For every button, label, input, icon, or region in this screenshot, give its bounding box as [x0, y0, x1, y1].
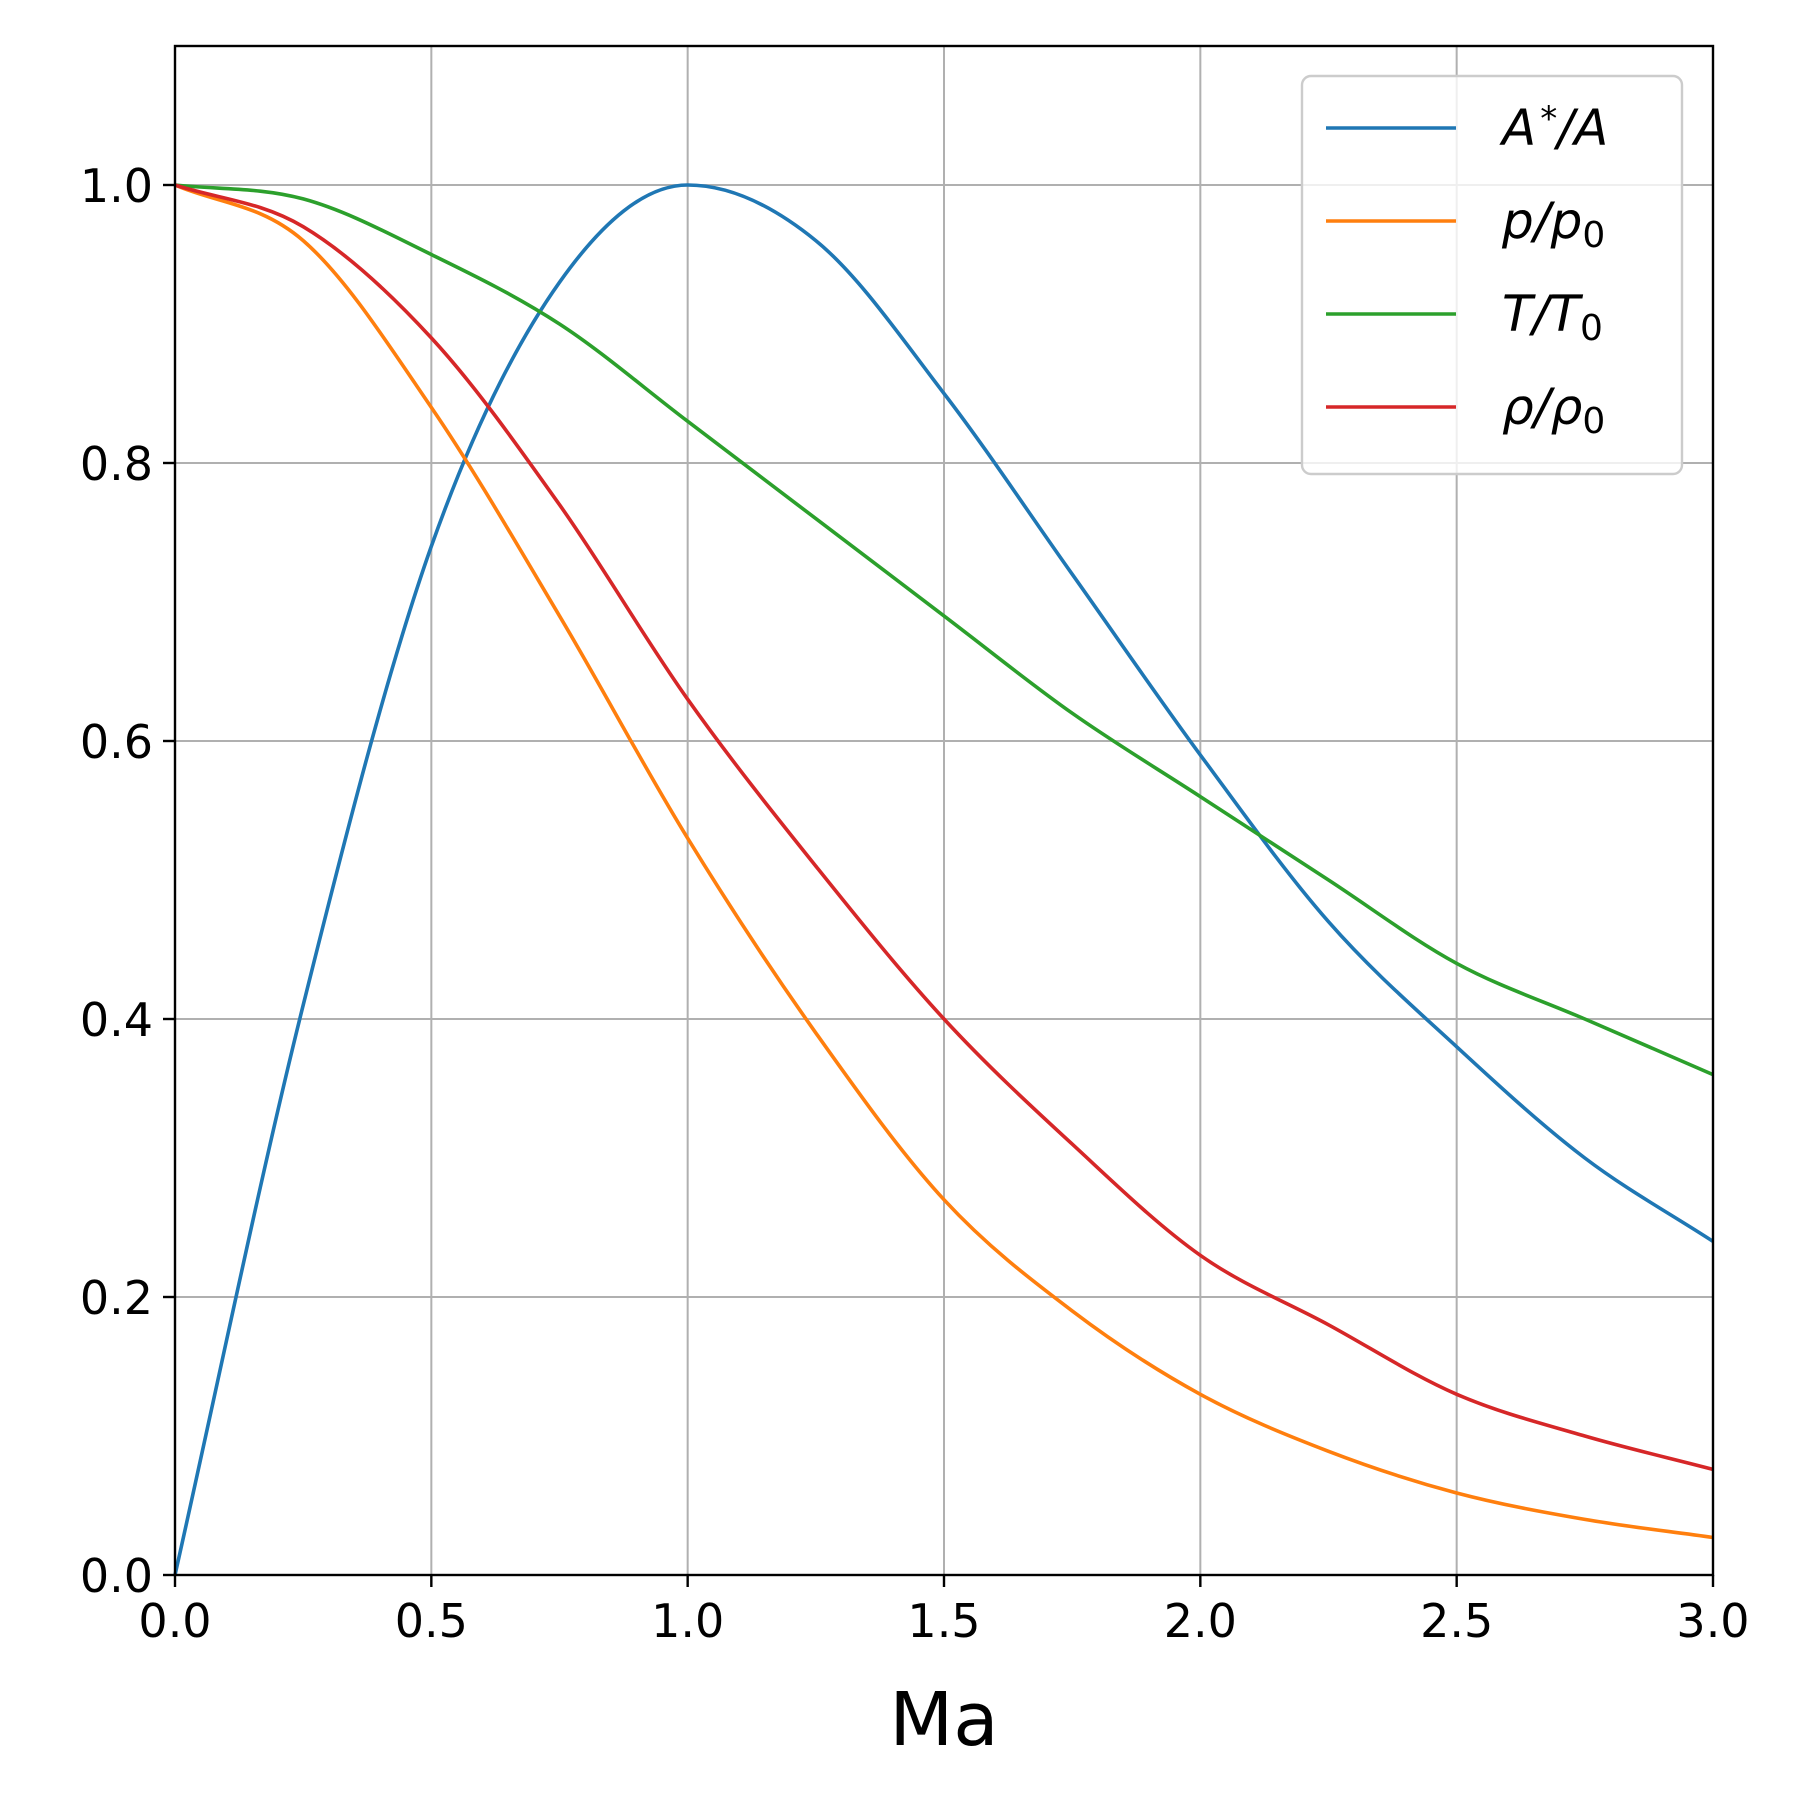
ticks	[163, 183, 1715, 1587]
legend-label: A */A	[1499, 99, 1608, 157]
y-tick-label: 0.8	[80, 437, 153, 491]
x-tick-label: 1.0	[651, 1594, 724, 1648]
y-tick-label: 0.6	[80, 715, 153, 769]
series-layer	[173, 183, 1714, 1576]
legend-label: ρ/ρ0	[1502, 378, 1605, 442]
series-line-0	[173, 183, 1714, 1576]
y-tick-label: 0.0	[80, 1549, 153, 1603]
x-tick-label: 0.0	[138, 1594, 211, 1648]
x-tick-label: 2.5	[1420, 1594, 1493, 1648]
x-tick-label: 2.0	[1164, 1594, 1237, 1648]
legend: A */A p/p0 T/T0 ρ/ρ0	[1300, 74, 1684, 476]
series-line-2	[174, 183, 1714, 1077]
x-axis-title: Ma	[889, 1677, 998, 1763]
series-line-1	[174, 183, 1714, 1540]
x-tick-label: 1.5	[907, 1594, 980, 1648]
series-line-3	[174, 183, 1714, 1472]
legend-label: p/p0	[1501, 192, 1605, 256]
x-tick-label: 0.5	[395, 1594, 468, 1648]
y-tick-label: 1.0	[80, 159, 153, 213]
legend-label: T/T0	[1502, 285, 1603, 349]
x-tick-label: 3.0	[1676, 1594, 1749, 1648]
tick-labels: 0.0 0.5 1.0 1.5 2.0 2.5 3.0 0.0 0.2 0.4 0.6 0.8 1.0	[80, 159, 1750, 1648]
y-tick-label: 0.2	[80, 1271, 153, 1325]
legend-box	[1300, 74, 1684, 476]
y-tick-label: 0.4	[80, 993, 153, 1047]
